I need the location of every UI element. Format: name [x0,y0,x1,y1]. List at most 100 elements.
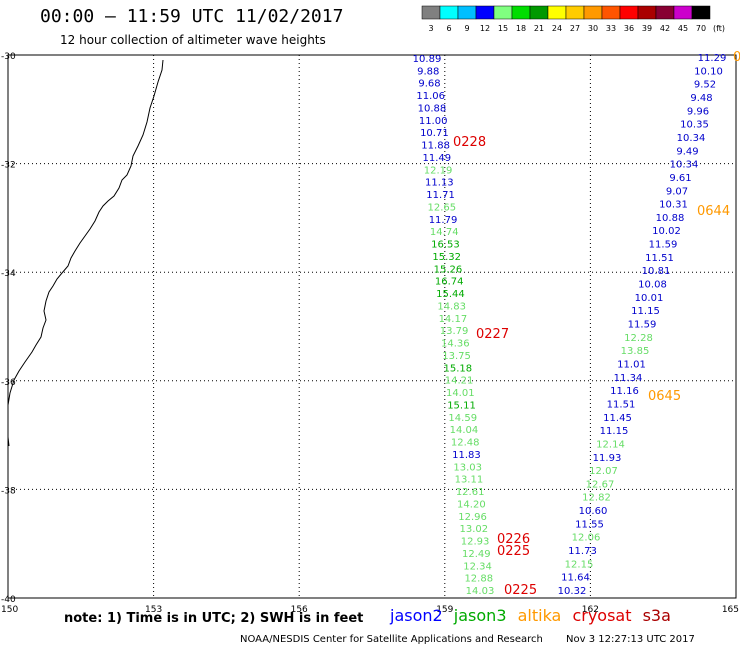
legend-jason3: jason3 [453,606,507,625]
scale-label: 9 [464,24,469,33]
swh-value-right-track: 11.51 [607,399,636,410]
footer-note: note: 1) Time is in UTC; 2) SWH is in fe… [64,611,364,626]
swh-value-left-track: 15.18 [443,363,472,374]
pass-time-label: 0227 [476,327,509,342]
lon-tick-label: 165 [722,605,739,615]
scale-swatch [475,5,495,20]
swh-value-left-track: 13.11 [455,475,484,486]
swh-value-left-track: 14.03 [466,586,495,597]
swh-value-right-track: 9.61 [669,173,691,184]
swh-value-right-track: 10.60 [579,506,608,517]
swh-value-right-track: 11.73 [568,546,597,557]
scale-label: 27 [570,24,580,33]
scale-swatch [457,5,477,20]
scale-swatch [655,5,675,20]
swh-value-right-track: 10.01 [635,293,664,304]
swh-value-left-track: 11.71 [426,190,455,201]
pass-time-label: 0225 [504,583,537,598]
swh-value-right-track: 11.29 [698,53,727,64]
pass-time-label: 0644 [697,204,730,219]
swh-value-left-track: 16.53 [431,240,460,251]
swh-value-left-track: 12.65 [427,202,456,213]
credit-text: NOAA/NESDIS Center for Satellite Applica… [240,634,543,645]
swh-value-right-track: 10.31 [659,200,688,211]
scale-label: 21 [534,24,544,33]
scale-swatch [493,5,513,20]
swh-value-right-track: 11.93 [593,453,622,464]
swh-value-left-track: 13.03 [453,462,482,473]
scale-swatch [601,5,621,20]
swh-value-left-track: 16.74 [435,277,464,288]
swh-value-right-track: 12.15 [565,559,594,570]
swh-value-right-track: 11.59 [649,240,678,251]
lon-tick-label: 156 [291,605,308,615]
lat-tick-label: -38 [1,486,16,496]
map-frame [7,54,737,599]
scale-swatch [583,5,603,20]
lat-tick-label: -30 [1,52,16,62]
swh-value-right-track: 11.34 [614,373,643,384]
scale-swatch [673,5,693,20]
scale-label: 39 [642,24,652,33]
swh-value-left-track: 11.83 [452,450,481,461]
scale-swatch [619,5,639,20]
swh-value-right-track: 11.16 [610,386,639,397]
swh-value-left-track: 14.83 [437,301,466,312]
scale-swatch [565,5,585,20]
pass-time-label: 0225 [497,544,530,559]
scale-label: 15 [498,24,508,33]
swh-value-right-track: 11.59 [628,320,657,331]
swh-value-left-track: 15.44 [436,289,465,300]
swh-value-right-track: 12.14 [596,439,625,450]
legend-altika: altika [517,606,562,625]
swh-value-left-track: 12.96 [458,512,487,523]
swh-value-right-track: 9.07 [666,186,688,197]
pass-time-label: 0 [733,50,740,65]
swh-value-left-track: 14.59 [448,413,477,424]
swh-value-left-track: 10.88 [418,103,447,114]
lon-tick-label: 159 [436,605,453,615]
scale-swatch [439,5,459,20]
swh-value-right-track: 12.82 [582,493,611,504]
legend-jason2: jason2 [390,606,443,625]
scale-label: 6 [446,24,451,33]
pass-time-label: 0645 [648,389,681,404]
swh-value-left-track: 14.36 [441,339,470,350]
pass-time-label: 0226 [497,532,530,547]
swh-value-left-track: 14.01 [446,388,475,399]
scale-swatch [547,5,567,20]
swh-value-right-track: 11.45 [603,413,632,424]
swh-value-left-track: 15.32 [432,252,461,263]
swh-value-right-track: 10.34 [677,133,706,144]
lat-tick-label: -36 [1,378,16,388]
lon-tick-label: 162 [582,605,599,615]
coast-fragment [7,436,10,447]
credit-line: NOAA/NESDIS Center for Satellite Applica… [240,634,695,645]
swh-value-right-track: 9.52 [694,80,716,91]
scale-swatch [691,5,711,20]
coastline [7,59,164,413]
swh-value-left-track: 15.11 [447,400,476,411]
lat-tick-label: -40 [1,595,16,605]
swh-value-right-track: 9.96 [687,106,709,117]
satellite-legend: jason2 jason3 altika cryosat s3a [390,606,671,625]
scale-swatch [511,5,531,20]
scale-label: 42 [660,24,670,33]
swh-value-left-track: 9.88 [417,66,439,77]
swh-value-left-track: 13.75 [442,351,471,362]
swh-value-left-track: 10.89 [413,54,442,65]
lat-tick-label: -32 [1,161,16,171]
swh-value-left-track: 13.79 [440,326,469,337]
swh-value-right-track: 10.02 [652,226,681,237]
lon-tick-label: 150 [1,605,18,615]
swh-value-right-track: 11.55 [575,519,604,530]
swh-value-left-track: 9.68 [418,79,440,90]
swh-value-right-track: 11.51 [645,253,674,264]
swh-value-left-track: 14.17 [439,314,468,325]
swh-value-left-track: 11.00 [419,116,448,127]
swh-value-left-track: 14.21 [445,376,474,387]
swh-value-right-track: 11.15 [600,426,629,437]
scale-label: 24 [552,24,562,33]
